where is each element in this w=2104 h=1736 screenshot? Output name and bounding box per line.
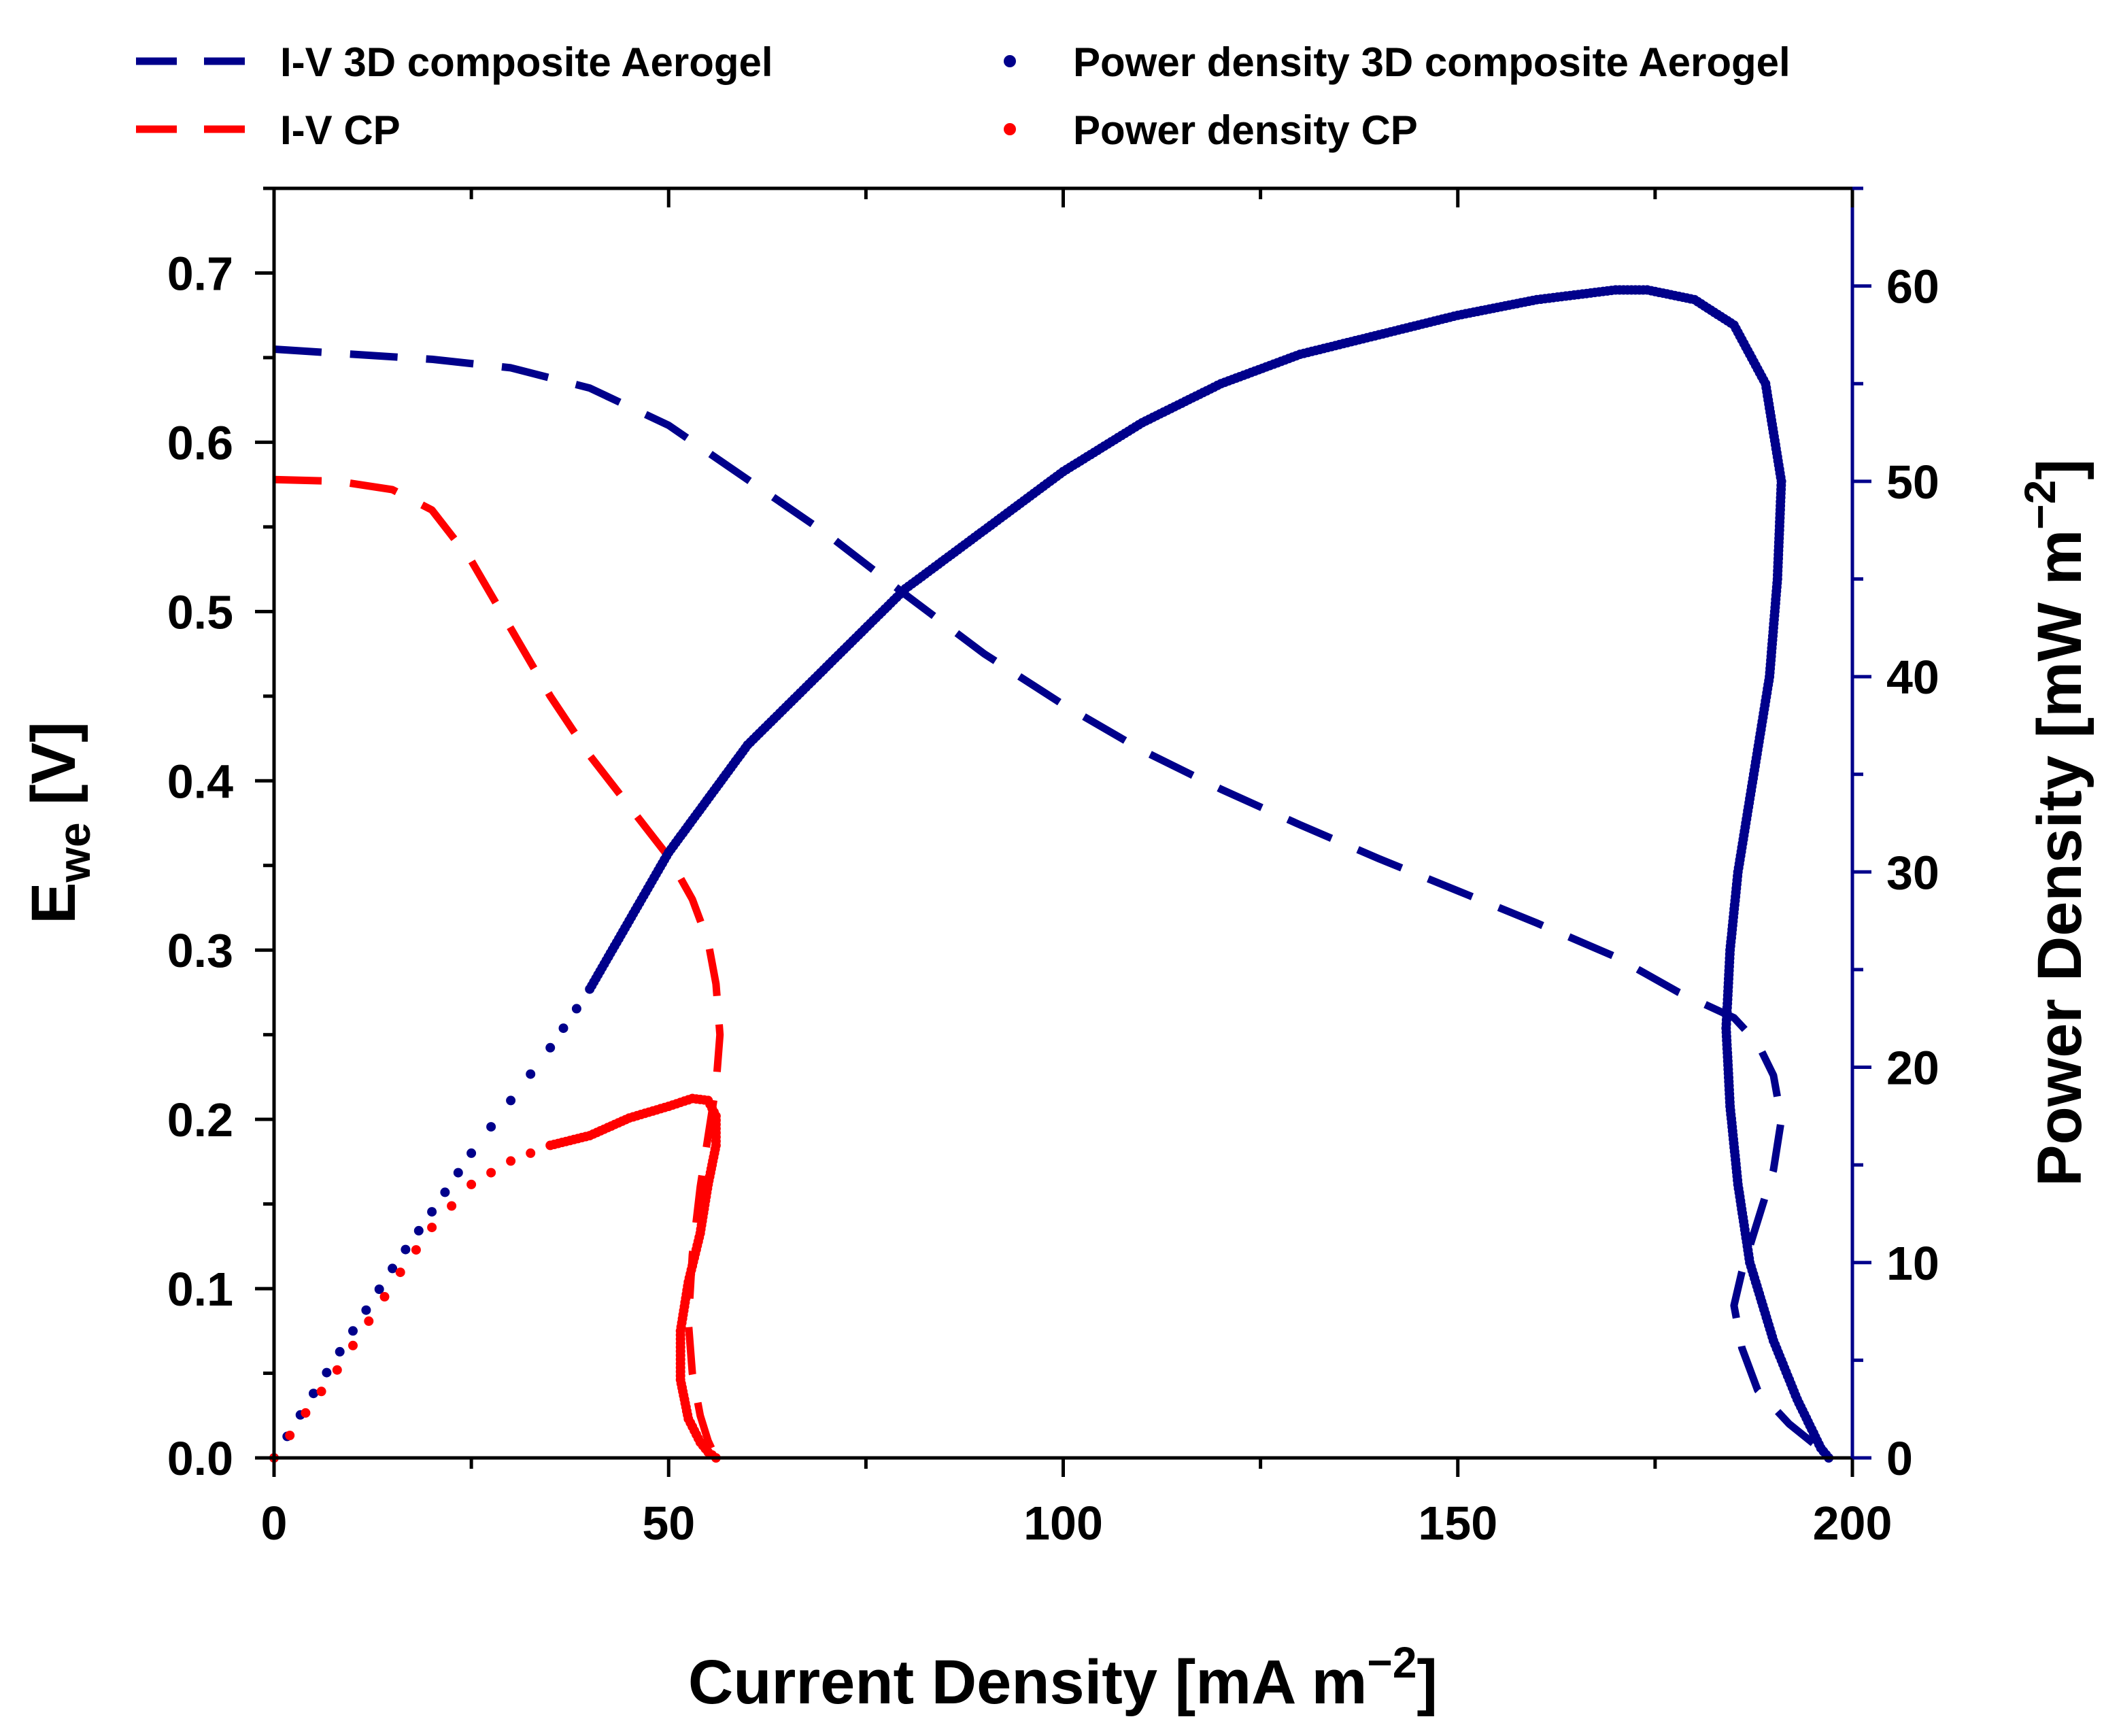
data-point [526,1069,536,1079]
x-axis-title-main: Current Density [mA m [688,1648,1368,1717]
y-right-tick-label: 20 [1886,1042,1939,1095]
data-point [316,1386,326,1397]
data-point [453,1168,463,1178]
data-point [301,1408,311,1418]
data-point [413,1225,424,1236]
data-point [506,1095,516,1106]
legend-label-power-aerogel: Power density 3D composite Aerogel [1073,39,1791,85]
y-left-tick-label: 0.2 [167,1093,233,1146]
y-left-axis-title-subscript: we [49,822,99,883]
y-right-tick-label: 0 [1886,1432,1913,1485]
data-point [506,1156,516,1166]
x-axis-title: Current Density [mA m−2] [688,1638,1438,1717]
data-point [361,1305,371,1315]
series-i-v-cp [273,475,724,1460]
y-left-tick-label: 0.6 [167,416,233,469]
legend: I-V 3D composite Aerogel I-V CP Power de… [136,39,1791,153]
series-i-v-3d-composite-aerogel [273,345,1832,1461]
x-axis-title-end: ] [1416,1648,1438,1717]
legend-label-iv-cp: I-V CP [280,107,401,153]
x-tick-label: 200 [1813,1497,1893,1550]
data-point [379,1292,390,1301]
legend-item-power-aerogel: Power density 3D composite Aerogel [1004,39,1791,85]
legend-swatch-power-aerogel [1004,55,1016,67]
y-right-tick-label: 60 [1886,260,1939,313]
data-point [427,1207,437,1217]
data-point [335,1346,345,1357]
y-left-tick-label: 0.3 [167,924,233,977]
data-point [348,1340,358,1350]
legend-item-iv-aerogel: I-V 3D composite Aerogel [136,39,773,85]
data-point [322,1367,332,1378]
y-right-tick-label: 30 [1886,846,1939,899]
x-tick-label: 0 [261,1497,288,1550]
legend-item-power-cp: Power density CP [1004,107,1418,153]
data-point [447,1201,457,1211]
x-tick-label: 150 [1418,1497,1497,1550]
legend-label-power-cp: Power density CP [1073,107,1418,153]
data-point [364,1316,374,1326]
data-point [466,1148,477,1158]
series-power-density-3d-composite-aerogel [269,285,1834,1463]
x-tick-label: 100 [1023,1497,1103,1550]
plot-frame [272,186,1854,1460]
data-point [486,1122,496,1132]
data-point [466,1179,477,1189]
data-point [440,1187,450,1197]
data-point [401,1244,411,1255]
series-power-density-cp [269,1093,721,1463]
y-left-tick-label: 0.7 [167,247,233,300]
tick-layer: 0 50 100 150 200 0.0 0.1 0.2 0.3 0.4 0.5 0.6 0.7 0 10 2… [167,186,1939,1550]
y-right-tick-label: 50 [1886,456,1939,509]
series-layer [269,285,1834,1463]
y-left-axis-title-main: E [19,882,88,923]
y-left-axis-title-end: [V] [19,721,88,822]
data-point [374,1284,384,1294]
data-point [486,1168,496,1178]
data-point [427,1223,437,1233]
y-right-axis-title-end: ] [2025,459,2094,480]
y-left-tick-label: 0.4 [167,755,233,808]
legend-label-iv-aerogel: I-V 3D composite Aerogel [280,39,773,85]
y-left-tick-label: 0.5 [167,585,233,639]
y-left-axis-title: Ewe [V] [19,721,99,924]
data-point [309,1389,318,1399]
legend-swatch-power-cp [1004,123,1016,135]
data-point [526,1148,536,1158]
y-left-tick-label: 0.0 [167,1432,233,1485]
data-point [411,1245,421,1255]
y-left-tick-label: 0.1 [167,1263,233,1316]
y-right-axis-title-exponent: −2 [2016,480,2065,530]
data-point [545,1042,556,1053]
y-right-tick-label: 40 [1886,651,1939,704]
data-point [558,1023,569,1034]
data-point [332,1365,342,1375]
y-right-tick-label: 10 [1886,1237,1939,1290]
x-axis-title-exponent: −2 [1367,1638,1416,1687]
data-point [285,1431,295,1440]
legend-item-iv-cp: I-V CP [136,107,401,153]
x-tick-label: 50 [642,1497,695,1550]
data-point [348,1326,358,1336]
y-right-axis-title: Power Density [mW m−2] [2016,459,2094,1187]
y-right-axis-title-main: Power Density [mW m [2025,530,2094,1187]
data-point [395,1267,405,1278]
data-point [388,1263,398,1274]
data-point [571,1004,581,1014]
